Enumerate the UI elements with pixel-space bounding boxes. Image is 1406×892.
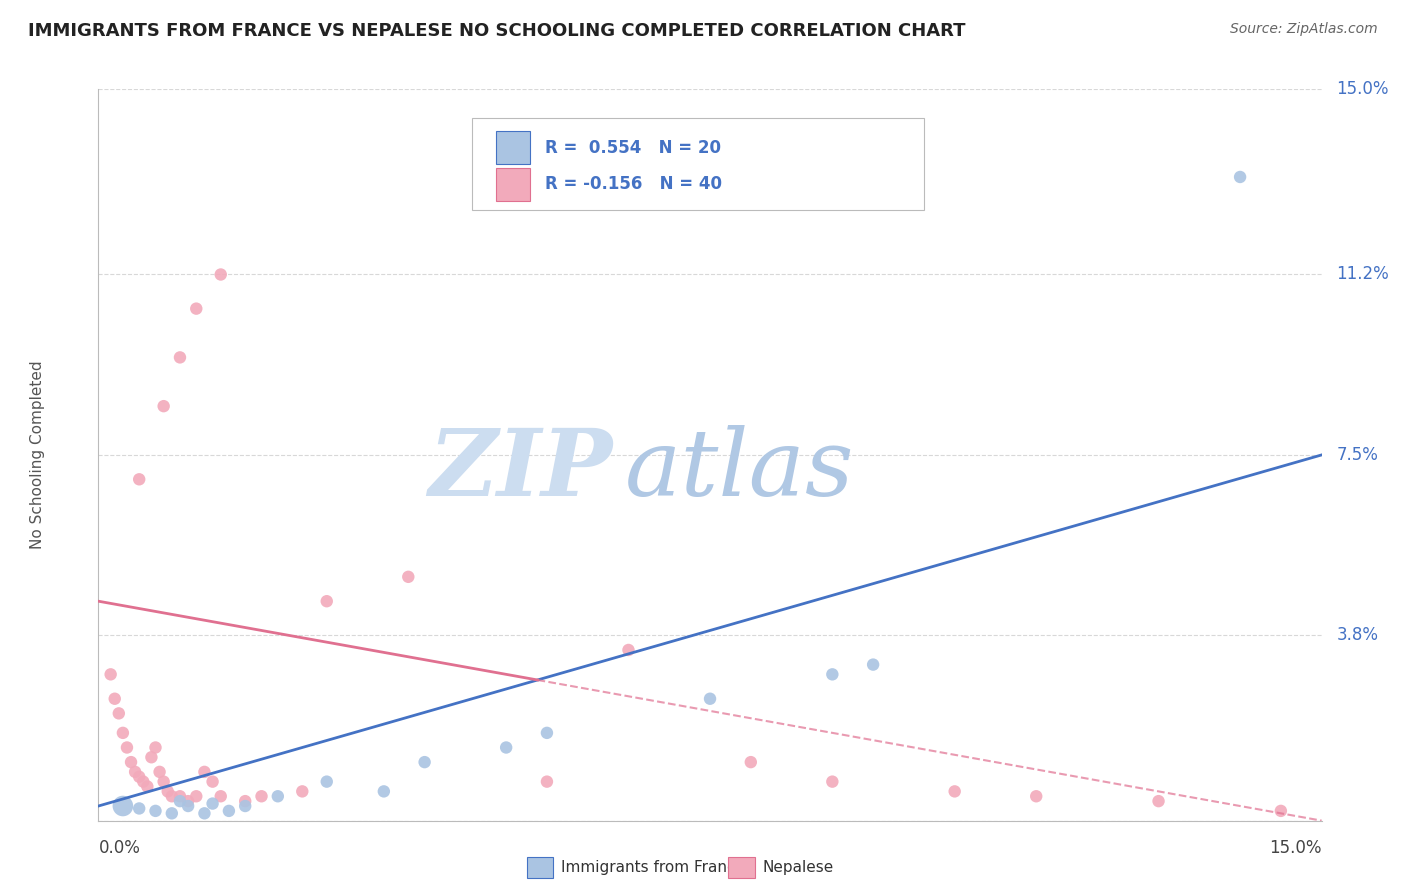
Point xyxy=(193,764,215,779)
Point xyxy=(104,691,127,706)
Point xyxy=(156,784,179,798)
Point xyxy=(821,774,844,789)
Point xyxy=(152,774,174,789)
Point xyxy=(152,399,174,413)
Point xyxy=(100,667,122,681)
Point xyxy=(209,789,232,804)
Point xyxy=(169,351,191,365)
Point xyxy=(862,657,884,672)
Text: ZIP: ZIP xyxy=(427,425,612,515)
Point xyxy=(267,789,290,804)
Point xyxy=(132,774,155,789)
Point xyxy=(186,789,208,804)
Point xyxy=(821,667,844,681)
Point xyxy=(111,799,134,814)
Point xyxy=(136,780,159,794)
Point xyxy=(1147,794,1170,808)
Point xyxy=(536,774,558,789)
Point xyxy=(145,740,167,755)
Point xyxy=(536,726,558,740)
Point xyxy=(1025,789,1047,804)
Text: R =  0.554   N = 20: R = 0.554 N = 20 xyxy=(546,139,721,157)
Point xyxy=(128,472,150,486)
Point xyxy=(120,755,142,769)
FancyBboxPatch shape xyxy=(471,119,924,210)
Point xyxy=(1270,804,1292,818)
Point xyxy=(1229,169,1251,184)
Point xyxy=(115,740,138,755)
Point xyxy=(413,755,436,769)
Bar xyxy=(728,857,755,878)
Text: Nepalese: Nepalese xyxy=(762,860,834,875)
Text: 7.5%: 7.5% xyxy=(1336,446,1378,464)
Point xyxy=(495,740,517,755)
Point xyxy=(201,774,224,789)
Text: 0.0%: 0.0% xyxy=(98,838,141,857)
Point xyxy=(315,594,337,608)
Text: Immigrants from France: Immigrants from France xyxy=(561,860,745,875)
Point xyxy=(193,806,215,821)
Text: R = -0.156   N = 40: R = -0.156 N = 40 xyxy=(546,176,721,194)
Point xyxy=(233,794,256,808)
Point xyxy=(145,804,167,818)
Bar xyxy=(496,131,530,164)
Point xyxy=(291,784,314,798)
Bar xyxy=(526,857,554,878)
Point xyxy=(169,789,191,804)
Point xyxy=(209,268,232,282)
Text: 11.2%: 11.2% xyxy=(1336,266,1389,284)
Point xyxy=(250,789,273,804)
Point xyxy=(160,806,183,821)
Point xyxy=(124,764,146,779)
Point xyxy=(943,784,966,798)
Point xyxy=(149,764,172,779)
Point xyxy=(740,755,762,769)
Text: IMMIGRANTS FROM FRANCE VS NEPALESE NO SCHOOLING COMPLETED CORRELATION CHART: IMMIGRANTS FROM FRANCE VS NEPALESE NO SC… xyxy=(28,22,966,40)
Point xyxy=(177,794,200,808)
Text: No Schooling Completed: No Schooling Completed xyxy=(30,360,45,549)
Point xyxy=(373,784,395,798)
Point xyxy=(177,799,200,814)
Point xyxy=(128,801,150,815)
Point xyxy=(108,706,131,721)
Point xyxy=(186,301,208,316)
Point xyxy=(169,794,191,808)
Text: atlas: atlas xyxy=(624,425,853,515)
Point xyxy=(233,799,256,814)
Point xyxy=(617,643,640,657)
Point xyxy=(160,789,183,804)
Point xyxy=(218,804,240,818)
Point xyxy=(699,691,721,706)
Text: 15.0%: 15.0% xyxy=(1270,838,1322,857)
Text: 3.8%: 3.8% xyxy=(1336,626,1378,644)
Point xyxy=(128,770,150,784)
Point xyxy=(141,750,163,764)
Text: 15.0%: 15.0% xyxy=(1336,80,1389,98)
Point xyxy=(111,726,134,740)
Point xyxy=(315,774,337,789)
Bar xyxy=(496,168,530,201)
Point xyxy=(201,797,224,811)
Point xyxy=(396,570,419,584)
Text: Source: ZipAtlas.com: Source: ZipAtlas.com xyxy=(1230,22,1378,37)
